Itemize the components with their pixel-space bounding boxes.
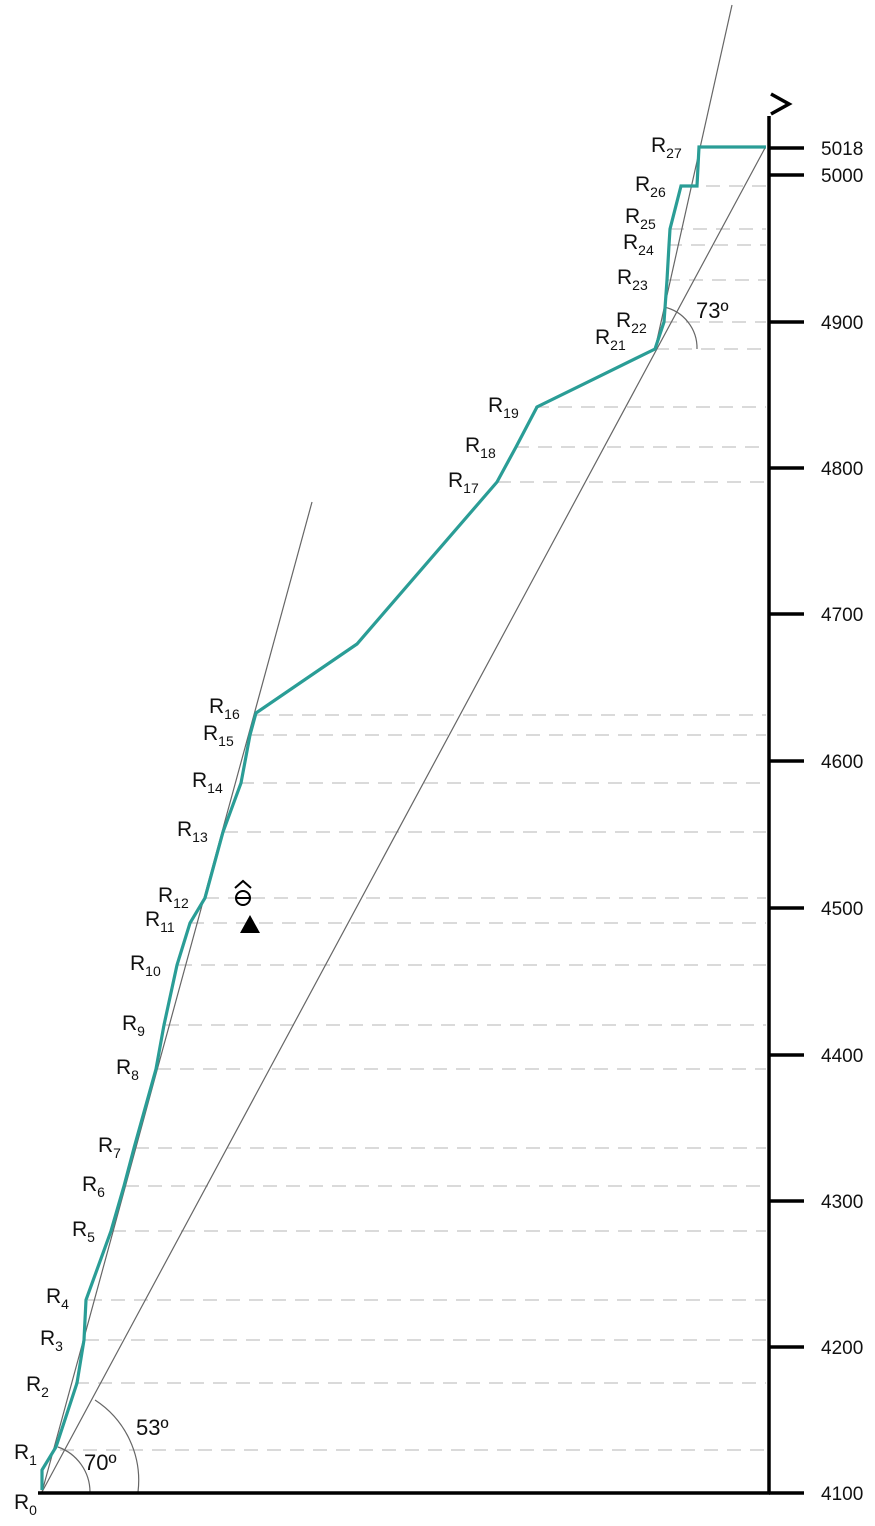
station-label: R17 [448,469,479,496]
axis-tick-labels: 4100 4200 4300 4400 4500 4600 4700 4800 … [821,139,863,1505]
guide-line-73deg-upper [654,4,733,350]
station-labels: R0 R1 R2 R3 R4 R5 R6 R7 R8 R9 R10 R11 R1… [14,134,682,1518]
tick-label-4900: 4900 [821,313,863,334]
station-label: R26 [635,173,666,200]
camp-tent-icon [240,915,260,933]
station-label: R19 [488,394,519,421]
station-label: R6 [82,1173,105,1200]
angle-arc-53 [94,1399,140,1493]
station-label: R3 [40,1327,63,1354]
tick-label-5000: 5000 [821,166,863,187]
station-label: R13 [177,818,208,845]
guide-line-70deg-lower [41,501,313,1493]
tick-label-4100: 4100 [821,1484,863,1505]
station-label: R9 [122,1012,145,1039]
tick-label-4800: 4800 [821,459,863,480]
station-label: R27 [651,134,682,161]
tick-label-4400: 4400 [821,1046,863,1067]
station-label: R14 [192,769,223,796]
tick-label-4600: 4600 [821,752,863,773]
axis-ticks [769,146,804,1495]
altitude-dash-lines [60,185,766,1451]
station-label: R18 [465,434,496,461]
station-label: R21 [595,326,626,353]
station-label: R12 [158,884,189,911]
angle-arc-73 [663,306,698,350]
station-label: R10 [130,952,161,979]
angle-label-73: 73º [696,298,729,323]
guide-lines [41,4,766,1493]
camp-markers [234,879,260,933]
guide-line-53deg [41,147,766,1493]
tick-label-4300: 4300 [821,1192,863,1213]
climbing-route-line [40,145,766,1490]
station-label: R11 [145,908,175,935]
angle-label-70: 70º [84,1450,117,1475]
station-label: R25 [625,205,656,232]
altitude-axis [767,92,804,1495]
angle-label-53: 53º [136,1415,169,1440]
station-label: R24 [623,231,654,258]
bivouac-icon [234,879,252,906]
tick-label-5018: 5018 [821,139,863,160]
station-label: R16 [209,695,240,722]
station-label: R1 [14,1441,37,1468]
station-label: R23 [617,266,648,293]
station-label: R5 [72,1218,95,1245]
summit-flag-icon [770,92,793,116]
station-label: R4 [46,1285,69,1312]
tick-label-4200: 4200 [821,1338,863,1359]
station-label: R0 [14,1491,37,1518]
tick-label-4700: 4700 [821,605,863,626]
station-label: R22 [616,309,647,336]
station-label: R7 [98,1134,121,1161]
station-label: R8 [116,1056,139,1083]
station-label: R2 [26,1373,49,1400]
station-label: R15 [203,722,234,749]
tick-label-4500: 4500 [821,899,863,920]
angle-arc-70 [57,1446,91,1493]
angle-labels: 70º 53º 73º [84,298,729,1475]
